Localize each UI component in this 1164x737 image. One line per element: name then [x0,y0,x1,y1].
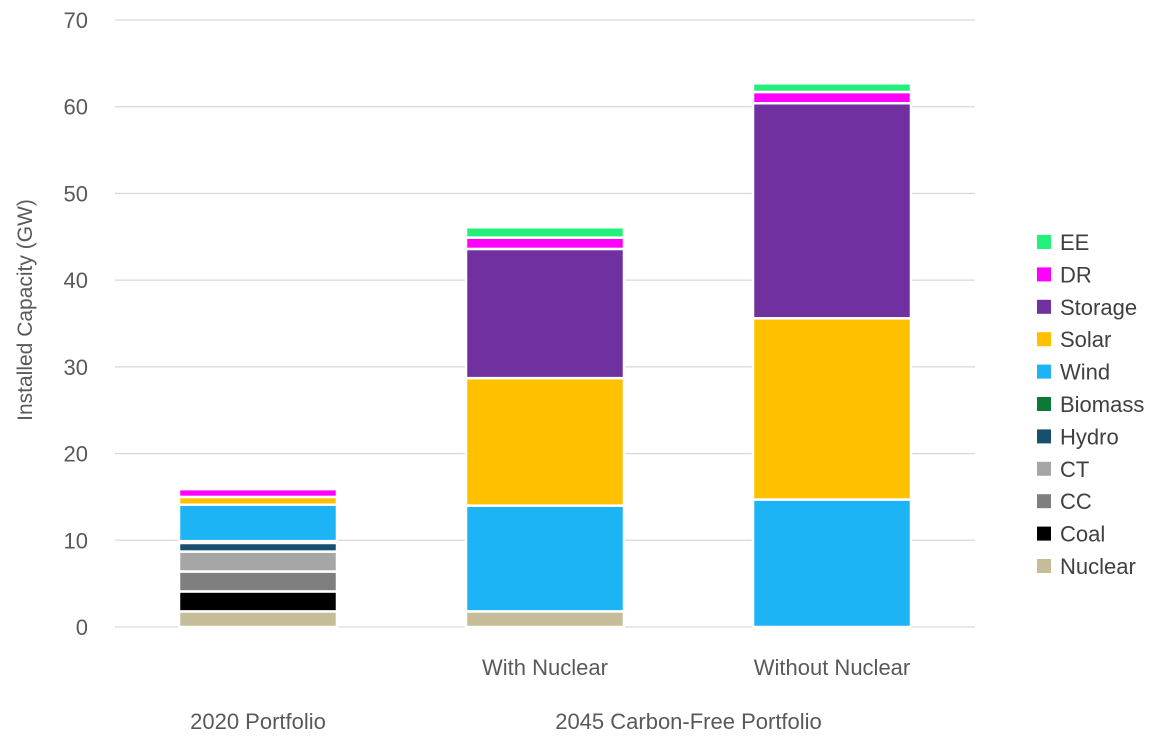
legend-item-nuclear: Nuclear [1037,554,1136,579]
legend-item-wind: Wind [1037,360,1110,385]
x-group-label: 2020 Portfolio [190,709,326,734]
bar-segment-ct [179,552,337,572]
legend-label: DR [1060,262,1092,287]
bar-segment-dr [466,238,624,249]
y-axis-title: Installed Capacity (GW) [14,199,37,421]
legend-label: CT [1060,457,1089,482]
bar-segment-nuclear [179,611,337,627]
y-tick-label: 60 [64,95,88,120]
bar-segment-storage [466,249,624,378]
bar-segment-solar [466,378,624,505]
legend-item-dr: DR [1037,262,1092,287]
legend-swatch [1037,462,1051,476]
bar-segment-storage [753,103,911,318]
x-category-label: Without Nuclear [754,655,911,680]
bar-segment-ee [753,83,911,92]
legend-item-coal: Coal [1037,522,1105,547]
legend-swatch [1037,429,1051,443]
x-group-label: 2045 Carbon-Free Portfolio [555,709,822,734]
bar-segment-coal [179,591,337,611]
legend-swatch [1037,300,1051,314]
legend-item-hydro: Hydro [1037,424,1119,449]
bar-segment-ee [466,227,624,237]
y-tick-label: 50 [64,181,88,206]
y-tick-label: 10 [64,528,88,553]
bar-stack-2 [753,83,911,627]
legend-swatch [1037,365,1051,379]
bar-stack-0 [179,489,337,627]
bar-segment-wind [179,505,337,541]
legend-swatch [1037,235,1051,249]
legend-item-biomass: Biomass [1037,392,1144,417]
y-tick-label: 40 [64,268,88,293]
legend: EE DR Storage Solar Wind Biomass Hydro CT CC Coal… [1037,230,1144,579]
y-tick-label: 70 [64,8,88,33]
legend-label: Nuclear [1060,554,1136,579]
bar-stacks [179,83,911,627]
y-axis-ticks: 0 10 20 30 40 50 60 70 [64,8,88,640]
bar-segment-solar [753,318,911,499]
legend-label: Solar [1060,327,1111,352]
legend-swatch [1037,527,1051,541]
legend-item-storage: Storage [1037,295,1137,320]
bar-segment-nuclear [466,611,624,627]
bar-segment-hydro [179,543,337,552]
legend-swatch [1037,559,1051,573]
bar-segment-dr [753,92,911,103]
legend-item-cc: CC [1037,489,1092,514]
bar-segment-wind [466,506,624,612]
legend-label: Wind [1060,360,1110,385]
legend-label: Hydro [1060,424,1119,449]
legend-swatch [1037,332,1051,346]
bar-stack-1 [466,227,624,627]
y-tick-label: 0 [76,615,88,640]
legend-item-solar: Solar [1037,327,1111,352]
legend-item-ee: EE [1037,230,1089,255]
bar-segment-cc [179,572,337,592]
legend-label: EE [1060,230,1089,255]
legend-label: CC [1060,489,1092,514]
bar-segment-dr [179,489,337,497]
legend-label: Coal [1060,522,1105,547]
y-tick-label: 20 [64,442,88,467]
y-tick-label: 30 [64,355,88,380]
legend-item-ct: CT [1037,457,1089,482]
legend-label: Biomass [1060,392,1144,417]
x-axis-labels: 2020 Portfolio With Nuclear Without Nuclea… [190,655,910,734]
x-category-label: With Nuclear [482,655,608,680]
legend-label: Storage [1060,295,1137,320]
legend-swatch [1037,397,1051,411]
legend-swatch [1037,494,1051,508]
bar-segment-wind [753,500,911,627]
legend-swatch [1037,267,1051,281]
